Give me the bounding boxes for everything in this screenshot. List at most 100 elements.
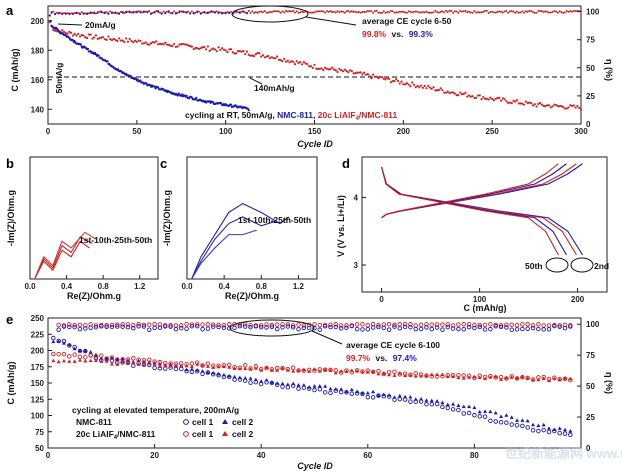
panel-e-point-ce-nmc	[413, 326, 419, 332]
panel-e-point-lialf-cell2	[387, 372, 392, 377]
panel-a-x-tick-label: 250	[485, 127, 499, 136]
panel-e-point-lialf-cell2	[264, 365, 269, 369]
panel-e-point-nmc-cell2	[216, 372, 221, 376]
panel-a-point-ce-lialf	[485, 9, 488, 12]
panel-e-point-lialf-cell1	[328, 367, 333, 373]
panel-a-point-lialf	[515, 99, 519, 102]
panel-e-point-ce-lialf	[152, 321, 157, 327]
panel-a-point-ce-lialf	[405, 11, 408, 14]
panel-a-point-lialf	[242, 49, 245, 53]
panel-d-letter: d	[342, 156, 350, 171]
legend-label-lialf-cell2: cell 2	[232, 429, 254, 439]
panel-a-point-lialf	[61, 29, 64, 32]
panel-a-point-ce-lialf	[459, 9, 462, 12]
panel-e-point-nmc-cell2	[269, 380, 274, 384]
panel-a-point-lialf	[455, 94, 458, 97]
panel-a-point-ce-lialf	[237, 11, 240, 14]
panel-e-point-nmc-cell2	[397, 393, 402, 398]
panel-a-point-lialf	[210, 48, 213, 51]
panel-e-point-ce-lialf	[77, 322, 83, 328]
panel-e-point-ce-lialf	[194, 322, 200, 327]
panel-c-xlabel: Re(Z)/Ohm.g	[225, 291, 279, 301]
panel-a-point-ce-lialf	[73, 12, 76, 15]
panel-e-point-lialf-cell2	[435, 372, 440, 376]
panel-a-point-lialf	[187, 44, 190, 47]
panel-a-point-lialf	[366, 73, 369, 76]
panel-e-point-nmc-cell2	[509, 415, 514, 419]
panel-a-point-lialf	[82, 34, 85, 37]
panel-a-point-lialf	[405, 82, 408, 85]
panel-a-point-ce-lialf	[357, 10, 360, 13]
panel-a-point-ce-lialf	[500, 10, 503, 13]
panel-a-point-ce-lialf	[349, 11, 352, 14]
panel-e-point-ce-lialf	[280, 322, 285, 327]
panel-a-point-lialf	[109, 37, 112, 41]
panel-e-point-ce-lialf	[312, 322, 317, 327]
panel-e-point-ce-lialf	[200, 322, 205, 327]
panel-e-point-lialf-cell2	[88, 358, 93, 363]
panel-a-point-lialf	[464, 91, 467, 94]
panel-a-point-ce-lialf	[556, 11, 559, 14]
panel-e-ce-red: 99.7%	[346, 353, 371, 363]
panel-a-point-ce-nmc	[146, 11, 149, 14]
panel-e-y-tick-label: 250	[31, 314, 45, 323]
panel-a-point-lialf	[116, 39, 119, 43]
panel-e-point-ce-lialf	[376, 322, 381, 328]
panel-a-point-lialf	[240, 50, 243, 53]
panel-a-point-lialf	[146, 43, 149, 46]
panel-a-point-lialf	[574, 106, 577, 109]
panel-a-point-ce-nmc	[50, 11, 53, 14]
panel-a-point-ce-lialf	[340, 10, 343, 13]
panel-a-point-ce-lialf	[539, 10, 542, 13]
panel-a-point-lialf	[356, 71, 359, 74]
panel-a-point-ce-lialf	[402, 10, 405, 13]
panel-e-point-ce-nmc	[115, 324, 120, 329]
panel-e-point-nmc-cell1	[317, 387, 323, 392]
panel-e-point-ce-lialf	[328, 322, 333, 328]
panel-e-point-ce-nmc	[386, 327, 392, 332]
panel-e-point-ce-lialf	[402, 321, 408, 327]
panel-e-point-lialf-cell2	[83, 359, 88, 363]
panel-e-point-nmc-cell2	[376, 393, 381, 397]
panel-e-point-nmc-cell2	[419, 396, 424, 401]
panel-a-point-nmc	[181, 93, 184, 96]
panel-e-point-nmc-cell1	[504, 420, 509, 425]
panel-a-point-lialf	[562, 106, 565, 109]
panel-e-point-nmc-cell2	[371, 389, 376, 394]
panel-a-point-lialf	[370, 77, 373, 80]
panel-a-point-lialf	[233, 52, 236, 55]
panel-a-point-lialf	[547, 104, 551, 107]
panel-e-y-tick-label: 100	[31, 412, 45, 421]
panel-a-point-ce-lialf	[420, 11, 423, 14]
panel-a-point-ce-lialf	[98, 10, 101, 13]
panel-e-point-nmc-cell2	[387, 393, 392, 397]
panel-a-point-ce-lialf	[267, 11, 270, 14]
panel-a-point-ce-lialf	[263, 9, 266, 12]
panel-a-point-lialf	[54, 29, 57, 32]
panel-a-point-ce-lialf	[141, 11, 144, 14]
panel-e-point-lialf-cell2	[173, 363, 178, 367]
panel-a-point-lialf	[196, 46, 199, 50]
panel-e-point-ce-nmc	[312, 326, 317, 331]
panel-a-point-lialf	[157, 43, 160, 46]
panel-a-point-ce-lialf	[482, 10, 485, 13]
panel-e-point-nmc-cell1	[408, 399, 413, 404]
panel-a-point-lialf	[560, 104, 563, 108]
panel-e-point-nmc-cell1	[365, 394, 371, 400]
panel-e-y-tick-label: 125	[31, 395, 45, 404]
panel-a-point-lialf	[512, 99, 515, 102]
panel-a-point-lialf	[167, 43, 170, 46]
panel-a-point-lialf	[505, 100, 508, 103]
panel-a-point-lialf	[398, 82, 401, 85]
panel-e-point-nmc-cell2	[195, 368, 200, 372]
panel-a-point-lialf	[119, 39, 122, 42]
panel-e-point-lialf-cell1	[72, 352, 77, 357]
panel-a-point-lialf	[483, 97, 487, 100]
panel-a-point-lialf	[105, 38, 108, 41]
panel-a-point-ce-lialf	[290, 10, 293, 13]
panel-e-point-lialf-cell2	[408, 373, 413, 377]
panel-a-point-lialf	[244, 52, 247, 56]
panel-a-point-ce-nmc	[78, 13, 81, 16]
panel-e-point-nmc-cell1	[131, 363, 136, 368]
panel-e-y-tick-label: 200	[31, 347, 45, 356]
